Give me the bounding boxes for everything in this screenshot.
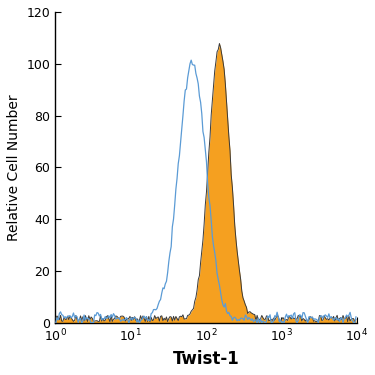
Y-axis label: Relative Cell Number: Relative Cell Number (7, 94, 21, 241)
X-axis label: Twist-1: Twist-1 (172, 350, 239, 368)
